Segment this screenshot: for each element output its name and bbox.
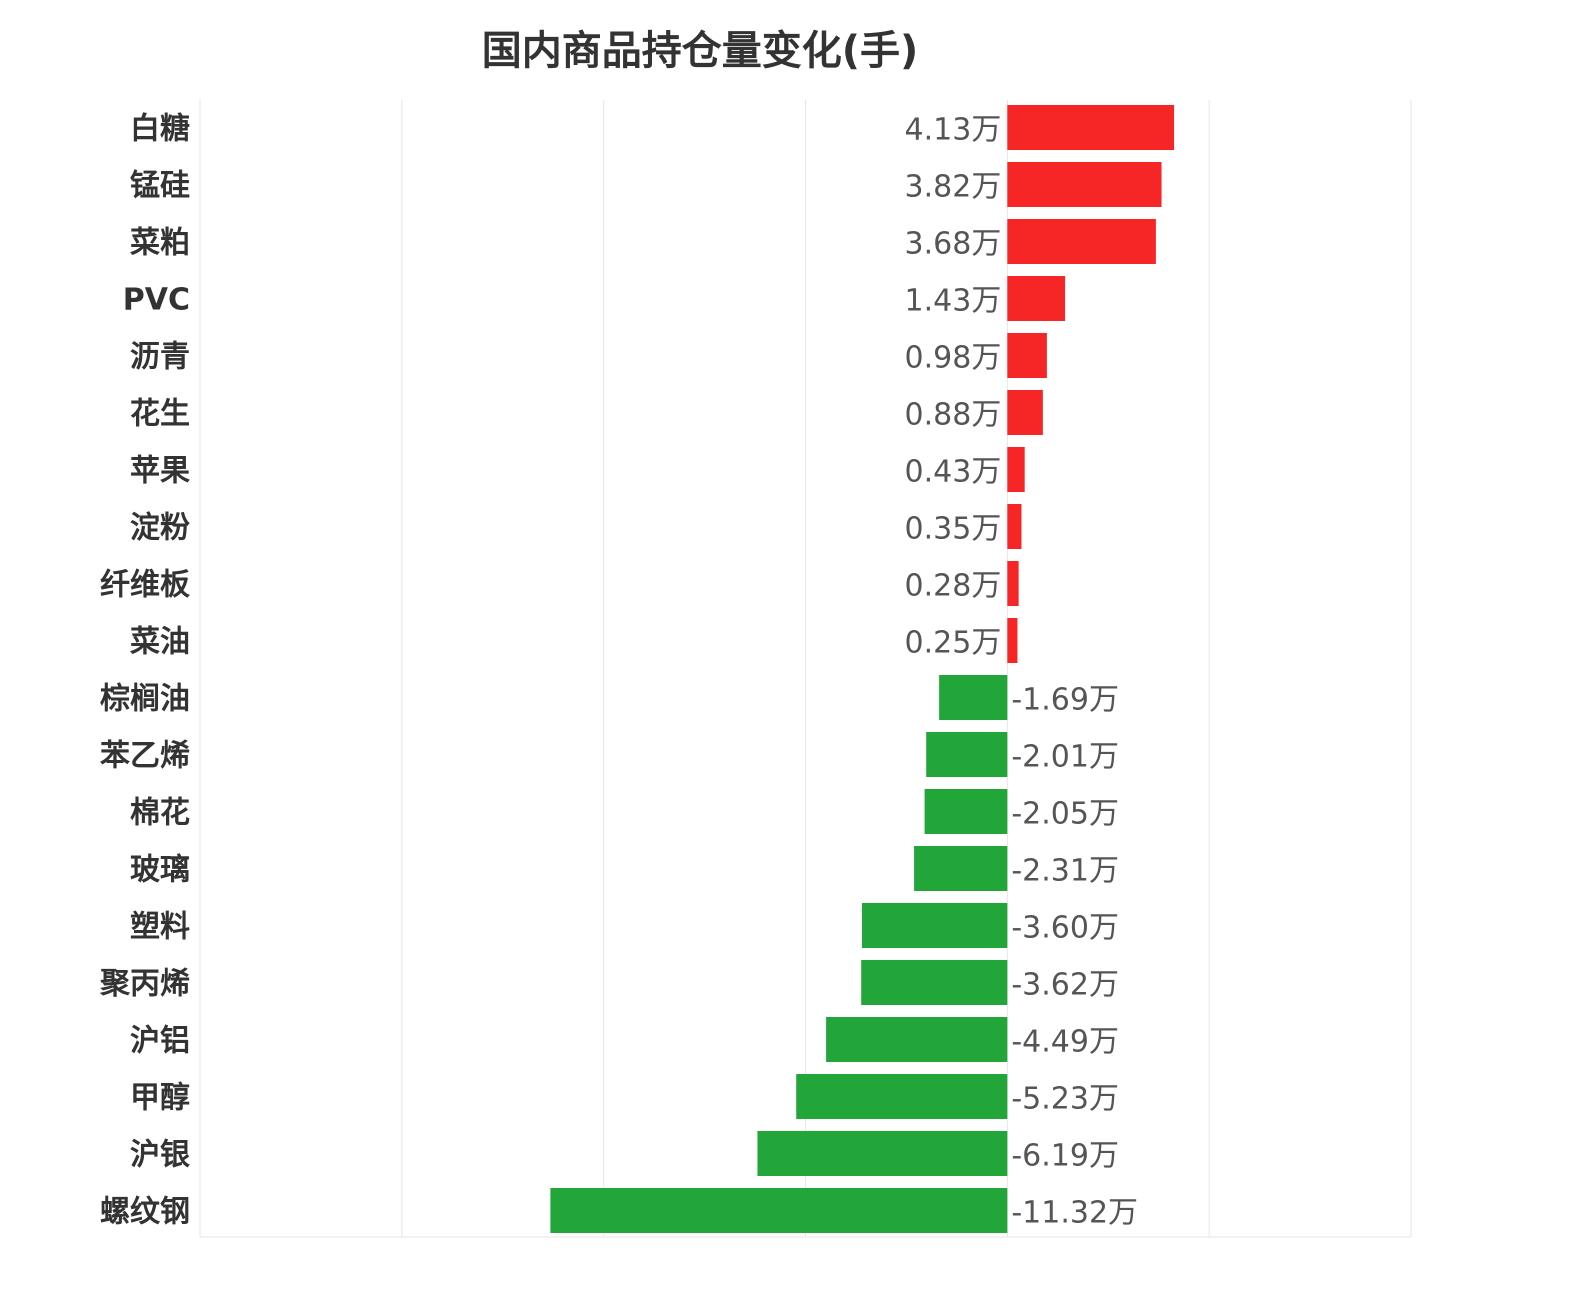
category-label: 苹果 xyxy=(130,454,190,489)
bar xyxy=(914,846,1008,891)
bar xyxy=(1007,276,1066,321)
value-label: 4.13万 xyxy=(905,113,1002,148)
value-label: 1.43万 xyxy=(905,284,1002,319)
category-label: 苯乙烯 xyxy=(100,739,190,774)
category-label: 沪铝 xyxy=(130,1024,190,1059)
bar xyxy=(1007,390,1043,435)
bar xyxy=(1007,618,1018,663)
bar xyxy=(939,675,1008,720)
category-label: 棉花 xyxy=(130,796,190,831)
bar xyxy=(1007,504,1022,549)
category-label: 聚丙烯 xyxy=(99,967,190,1002)
bar xyxy=(757,1131,1008,1176)
category-label: 白糖 xyxy=(130,112,190,147)
bar xyxy=(1007,333,1047,378)
category-label: 淀粉 xyxy=(130,511,190,546)
value-label: -11.32万 xyxy=(1011,1196,1138,1231)
category-label: 塑料 xyxy=(130,910,190,945)
category-label: 菜粕 xyxy=(130,226,190,261)
value-label: 0.88万 xyxy=(905,398,1002,433)
bar xyxy=(550,1188,1008,1233)
value-label: 0.43万 xyxy=(905,455,1002,490)
value-label: -2.31万 xyxy=(1011,854,1119,889)
value-label: 3.68万 xyxy=(905,227,1002,262)
value-label: -5.23万 xyxy=(1011,1082,1119,1117)
value-label: -2.01万 xyxy=(1011,740,1119,775)
category-label: 棕榈油 xyxy=(100,682,190,717)
bar xyxy=(826,1017,1008,1062)
category-label: 玻璃 xyxy=(130,853,190,888)
category-label: 菜油 xyxy=(130,625,190,660)
value-label: -3.60万 xyxy=(1011,911,1119,946)
bar xyxy=(862,903,1008,948)
value-label: -1.69万 xyxy=(1011,683,1119,718)
bar xyxy=(1007,561,1019,606)
value-label: -4.49万 xyxy=(1011,1025,1119,1060)
category-label: 沪银 xyxy=(130,1138,190,1173)
bar xyxy=(1007,219,1156,264)
value-label: -3.62万 xyxy=(1011,968,1119,1003)
category-label: 纤维板 xyxy=(100,568,190,603)
bar xyxy=(796,1074,1008,1119)
category-label: 螺纹钢 xyxy=(100,1195,190,1230)
bar xyxy=(1007,447,1025,492)
bar xyxy=(861,960,1008,1005)
category-label: 花生 xyxy=(130,397,190,432)
bar xyxy=(1007,162,1162,207)
value-label: 0.35万 xyxy=(905,512,1002,547)
value-label: -2.05万 xyxy=(1011,797,1119,832)
category-label: 锰硅 xyxy=(130,169,190,204)
bar xyxy=(924,789,1008,834)
value-label: 3.82万 xyxy=(905,170,1002,205)
bar xyxy=(926,732,1008,777)
category-label: 沥青 xyxy=(130,340,190,375)
category-label: 甲醇 xyxy=(130,1081,190,1116)
value-label: -6.19万 xyxy=(1011,1139,1119,1174)
value-label: 0.98万 xyxy=(905,341,1002,376)
chart-title: 国内商品持仓量变化(手) xyxy=(481,28,919,74)
value-label: 0.28万 xyxy=(905,569,1002,604)
bar xyxy=(1007,105,1175,150)
value-label: 0.25万 xyxy=(905,626,1002,661)
category-label: PVC xyxy=(123,283,190,318)
